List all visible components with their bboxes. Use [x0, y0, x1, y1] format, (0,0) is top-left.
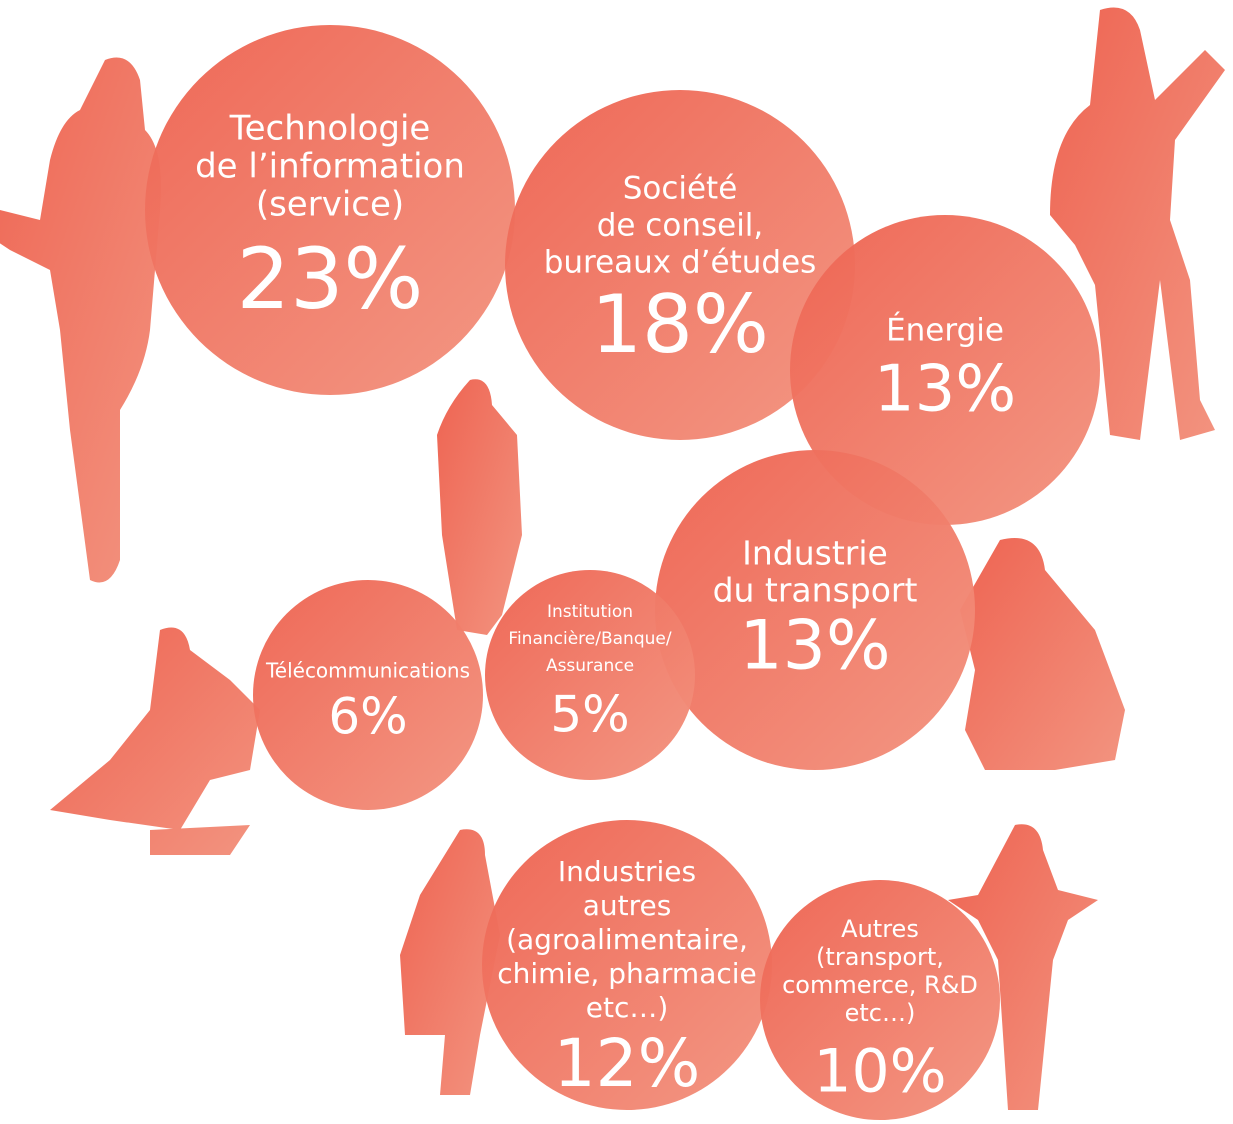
silhouettes: [0, 7, 1225, 1110]
bubble: [482, 820, 772, 1110]
crouching-silhouette: [960, 538, 1125, 770]
bubble-label: Institution: [547, 602, 633, 622]
bubble-label: Industries: [558, 855, 696, 888]
bubble: [790, 215, 1100, 525]
bubble-percent: 13%: [739, 607, 890, 686]
sitting-woman-silhouette: [400, 829, 500, 1095]
bubble-label: Société: [623, 171, 738, 207]
bubble: [760, 880, 1000, 1120]
bubble-label: Énergie: [886, 313, 1004, 349]
bubble-label: Assurance: [546, 656, 634, 676]
bubble-label: chimie, pharmacie: [497, 957, 757, 990]
bubble-percent: 5%: [550, 686, 629, 744]
bubble-percent: 10%: [813, 1037, 946, 1107]
bubble-percent: 6%: [328, 688, 407, 746]
bubble-label: du transport: [713, 571, 918, 610]
bubble-label: (agroalimentaire,: [506, 923, 748, 956]
bubble-label: (transport,: [816, 943, 944, 971]
woman-silhouette: [0, 57, 161, 583]
man-silhouette: [437, 379, 522, 635]
bubble: [655, 450, 975, 770]
bubble-label: etc…): [586, 991, 669, 1024]
seated-silhouette: [50, 627, 260, 855]
bubble-percent: 12%: [554, 1025, 701, 1102]
bubble-label: Autres: [841, 915, 919, 943]
bubble-label: etc…): [845, 999, 916, 1027]
bubble-label: Industrie: [742, 534, 888, 573]
bubble: [253, 580, 483, 810]
bubble: [145, 25, 515, 395]
bubble-label: de conseil,: [597, 208, 764, 244]
bubble-label: Financière/Banque/: [508, 629, 671, 649]
bubble-label: Technologie: [229, 109, 431, 149]
bubble-label: autres: [583, 889, 672, 922]
worker-silhouette: [1050, 7, 1225, 440]
bubble-percent: 23%: [237, 230, 424, 328]
bubble-label: bureaux d’études: [544, 245, 817, 281]
bubble-label: (service): [256, 185, 404, 225]
shrug-silhouette: [948, 824, 1098, 1110]
bubble-percent: 13%: [874, 353, 1016, 427]
bubble-percent: 18%: [591, 278, 769, 371]
bubble-label: de l’information: [195, 147, 465, 187]
bubble: [505, 90, 855, 440]
bubble-label: Télécommunications: [265, 659, 470, 683]
bubble-label: commerce, R&D: [782, 971, 978, 999]
bubble: [485, 570, 695, 780]
